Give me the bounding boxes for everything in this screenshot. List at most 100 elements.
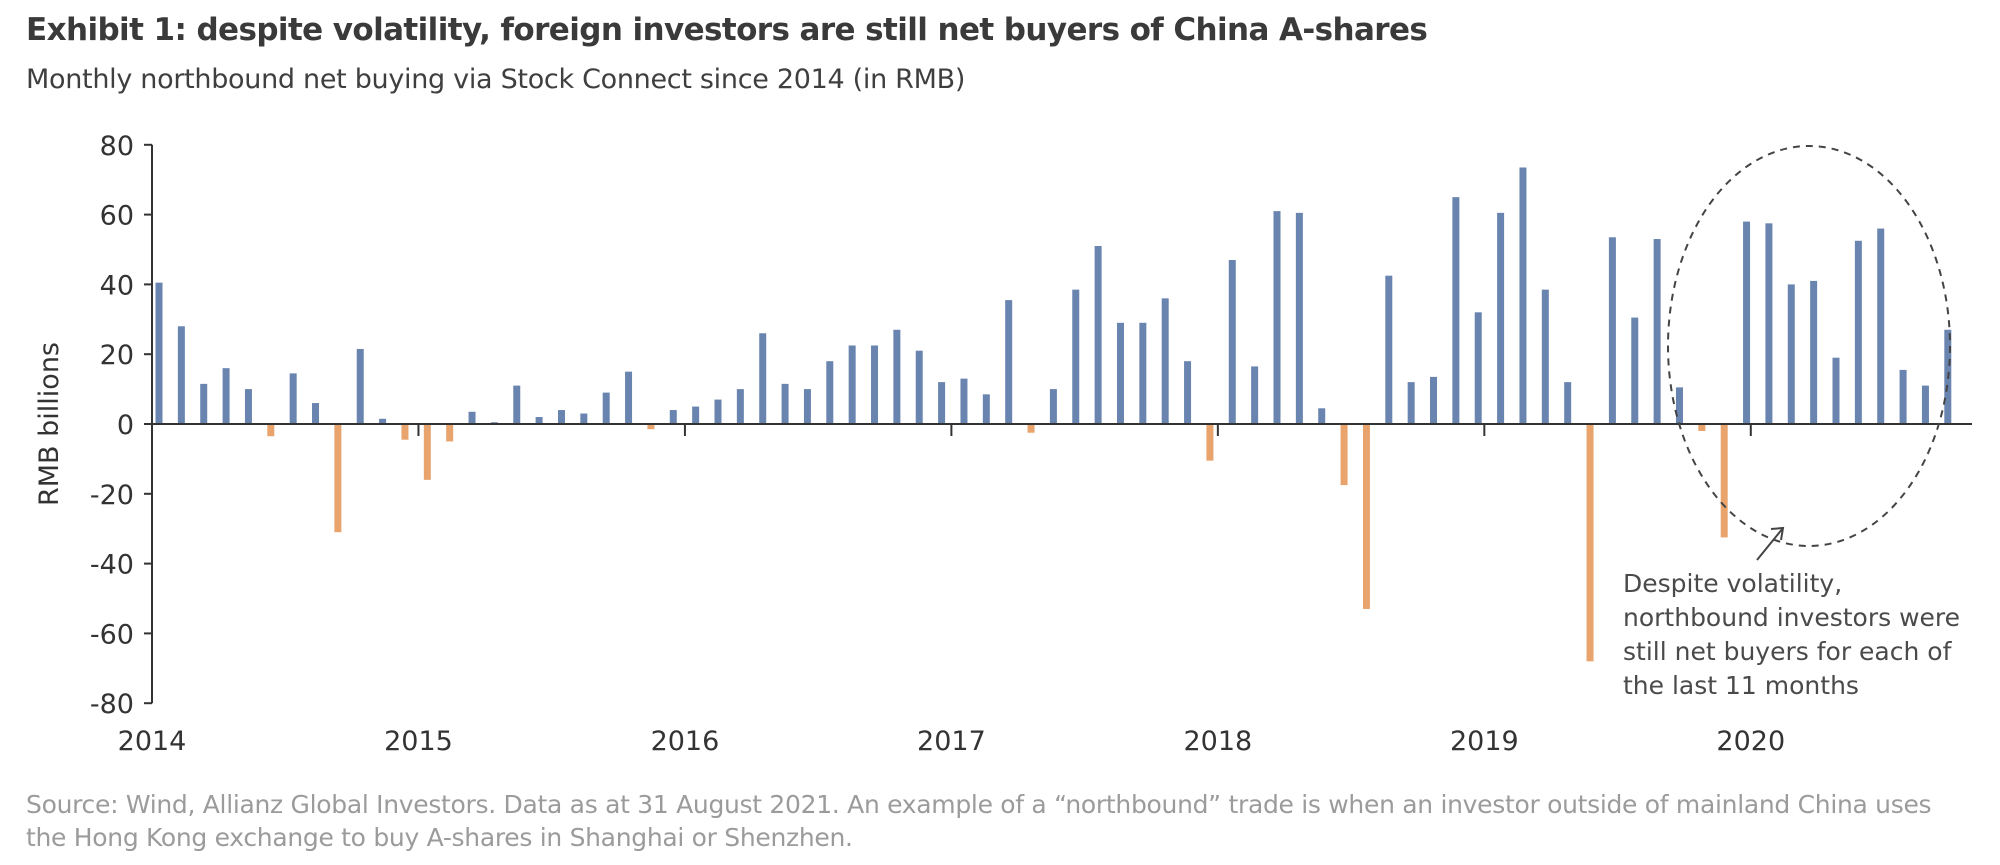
bar [379,418,387,424]
bar [1877,228,1885,424]
bar [267,424,275,437]
bar [1586,424,1594,662]
annotation-text: Despite volatility, northbound investors … [1623,569,1960,700]
bar [803,389,811,424]
bar [1675,387,1683,424]
bar [1519,167,1527,425]
x-tick-label: 2020 [1716,726,1785,757]
bar [200,383,208,424]
bar [625,371,633,424]
bar [960,378,968,424]
x-tick-label: 2015 [384,726,453,757]
bar [1139,322,1147,424]
chart-subtitle: Monthly northbound net buying via Stock … [26,64,966,95]
bar [1854,240,1862,424]
x-tick-label: 2018 [1184,726,1253,757]
bar [423,424,431,480]
bar [535,417,543,424]
x-axis-ticks: 2014 2015 2016 2017 2018 2019 2020 [118,424,1785,757]
bar [312,403,320,424]
bar [1184,361,1192,424]
bar [1787,284,1795,424]
bar-group [155,167,1952,662]
bar [1161,298,1169,424]
bar [871,345,879,424]
annotation-line: Despite volatility, [1623,569,1842,598]
bar [692,406,700,424]
y-tick-label: -80 [90,689,134,720]
bar [1385,275,1393,424]
bar [1497,212,1505,424]
bar [580,413,588,424]
bar [781,383,789,424]
bar [1921,385,1929,424]
bar [893,329,901,424]
bar [1474,312,1482,424]
y-axis-ticks: 80 60 40 20 0 -20 -40 -60 -80 [90,131,152,720]
bar [1362,424,1370,609]
y-axis-title: RMB billions [34,342,65,506]
bar [1899,369,1907,424]
bar [1720,424,1728,538]
bar [356,348,364,424]
bar [1116,322,1124,424]
bar [1273,211,1281,424]
y-tick-label: -60 [90,619,134,650]
y-tick-label: -40 [90,550,134,581]
annotation-line: the last 11 months [1623,671,1859,700]
bar [1407,382,1415,424]
bar [1251,366,1259,424]
bar [826,361,834,424]
y-tick-label: 40 [100,270,134,301]
bar [1094,246,1102,424]
bar [1049,389,1057,424]
y-tick-label: -20 [90,480,134,511]
bar [1631,317,1639,424]
annotation-arrow [1756,527,1784,561]
bar [982,394,990,424]
bar [602,392,610,424]
bar [1765,223,1773,424]
source-note: Source: Wind, Allianz Global Investors. … [26,790,1932,852]
y-tick-label: 80 [100,131,134,162]
bar [1832,357,1840,424]
bar [915,350,923,424]
x-tick-label: 2017 [917,726,986,757]
bar [446,424,454,442]
bar [848,345,856,424]
bar [1005,300,1013,424]
bar [1564,382,1572,424]
annotation-line: northbound investors were [1623,603,1960,632]
bar [1295,212,1303,424]
bar [244,389,252,424]
bar [513,385,521,424]
bar [669,410,677,424]
bar [1452,197,1460,424]
bar [736,389,744,424]
bar [1653,239,1661,424]
bar [1228,259,1236,424]
bar [1541,289,1549,424]
annotation-arrowhead [1770,526,1785,541]
bar [1743,221,1751,424]
bar [1072,289,1080,424]
x-tick-label: 2019 [1450,726,1519,757]
bar [334,424,342,533]
x-tick-label: 2016 [651,726,720,757]
x-tick-label: 2014 [118,726,187,757]
bar [938,382,946,424]
bar [1810,280,1818,424]
annotation-line: still net buyers for each of [1623,637,1953,666]
bar [177,326,185,424]
highlight-ellipse [1667,145,1951,547]
bar [1027,424,1035,433]
bar [289,373,297,424]
bar [468,411,476,424]
bar [714,399,722,424]
chart-title: Exhibit 1: despite volatility, foreign i… [26,12,1428,48]
bar [155,282,163,424]
bar [1608,237,1616,424]
y-tick-label: 0 [117,410,134,441]
bar [1340,424,1348,486]
